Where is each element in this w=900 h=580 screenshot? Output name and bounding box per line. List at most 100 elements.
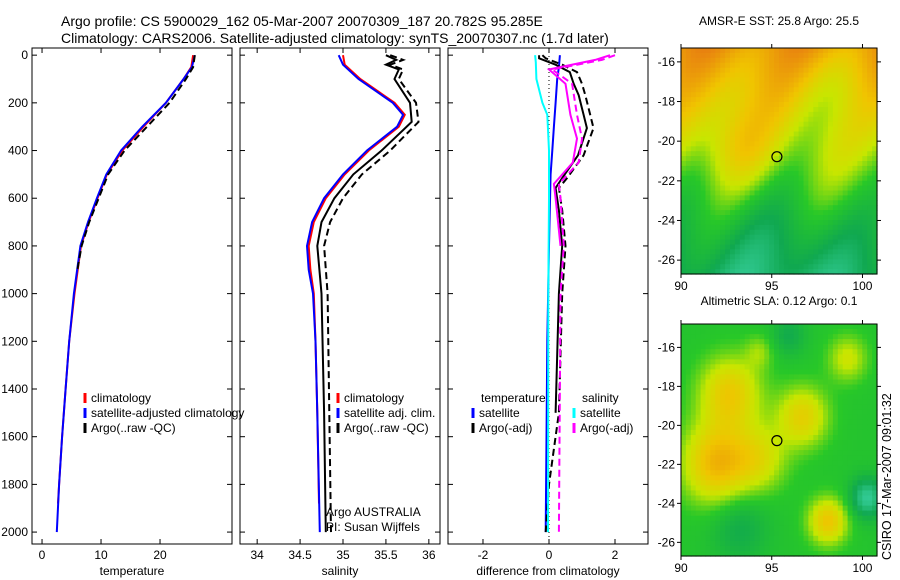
map-cell [842, 136, 849, 142]
map-cell [725, 210, 731, 216]
map-cell [793, 334, 800, 340]
map-cell [798, 359, 805, 365]
map-cell [813, 116, 819, 123]
map-cell [867, 349, 873, 355]
map-cell [779, 445, 785, 451]
map-cell [705, 530, 711, 537]
map-cell [710, 399, 716, 406]
map-cell [685, 131, 692, 137]
map-cell [779, 102, 785, 108]
map-cell [739, 399, 746, 406]
map-cell [867, 151, 873, 157]
map-cell [734, 62, 741, 69]
map-cell [837, 389, 844, 396]
map-cell [734, 224, 741, 231]
map-cell [754, 429, 760, 436]
map-cell [803, 450, 809, 456]
map-cell [847, 354, 854, 360]
map-cell [739, 264, 746, 270]
map-cell [749, 419, 756, 426]
map-cell [828, 429, 834, 436]
map-cell [749, 249, 756, 255]
map-cell [734, 249, 741, 255]
map-cell [788, 210, 795, 216]
map-cell [832, 490, 839, 496]
difference-legend: temperaturesatelliteArgo(-adj)salinitysa… [471, 391, 633, 435]
map-cell [783, 359, 790, 365]
map-cell [832, 234, 839, 241]
map-cell [730, 67, 736, 74]
map-cell [823, 185, 829, 192]
map-cell [803, 229, 809, 236]
map-cell [754, 215, 760, 221]
map-cell [754, 500, 760, 507]
map-cell [803, 545, 809, 552]
map-cell [734, 440, 741, 446]
map-cell [720, 465, 726, 471]
map-cell [754, 165, 760, 172]
plot-frame [31, 47, 233, 545]
map-cell [769, 379, 775, 386]
map-cell [725, 510, 731, 517]
map-cell [779, 530, 785, 537]
map-cell [823, 57, 829, 64]
map-cell [754, 465, 760, 471]
map-cell [788, 495, 795, 502]
map-cell [818, 239, 824, 246]
map-cell [788, 92, 795, 98]
map-cell [813, 460, 819, 466]
map-cell [847, 264, 854, 270]
map-cell [813, 535, 819, 542]
map-cell [681, 220, 687, 226]
map-cell [725, 480, 731, 486]
map-cell [695, 200, 702, 206]
map-cell [837, 369, 844, 375]
map-cell [793, 180, 800, 187]
map-cell [842, 455, 849, 461]
map-cell [828, 48, 834, 54]
map-cell [720, 460, 726, 466]
map-cell [681, 339, 687, 345]
map-cell [774, 52, 780, 59]
map-cell [715, 364, 721, 370]
map-cell [793, 324, 800, 330]
map-cell [720, 445, 726, 451]
map-cell [813, 48, 819, 54]
map-cell [705, 156, 711, 162]
map-cell [867, 389, 873, 396]
legend-entry: satellite-adjusted climatology [91, 406, 244, 420]
map-cell [685, 389, 692, 396]
map-cell [793, 205, 800, 211]
map-cell [685, 535, 692, 542]
map-cell [872, 520, 878, 527]
map-cell [705, 424, 711, 431]
map-cell [842, 364, 849, 370]
map-cell [857, 67, 863, 74]
map-cell [823, 349, 829, 355]
map-cell [774, 334, 780, 340]
map-cell [705, 200, 711, 206]
map-cell [823, 379, 829, 386]
map-cell [823, 195, 829, 201]
map-cell [832, 215, 839, 221]
map-cell [842, 97, 849, 103]
map-cell [847, 146, 854, 152]
map-cell [690, 156, 697, 162]
map-cell [852, 525, 858, 532]
map-cell [710, 525, 716, 532]
map-cell [690, 175, 697, 182]
map-cell [695, 429, 702, 436]
map-cell [681, 450, 687, 456]
map-cell [842, 551, 849, 557]
map-cell [739, 126, 746, 133]
map-cell [793, 445, 800, 451]
map-cell [798, 52, 805, 59]
map-cell [828, 220, 834, 226]
map-cell [872, 190, 878, 196]
map-cell [867, 62, 873, 69]
map-cell [867, 254, 873, 260]
map-cell [720, 490, 726, 496]
map-cell [739, 111, 746, 118]
map-cell [872, 424, 878, 431]
map-cell [690, 419, 697, 426]
